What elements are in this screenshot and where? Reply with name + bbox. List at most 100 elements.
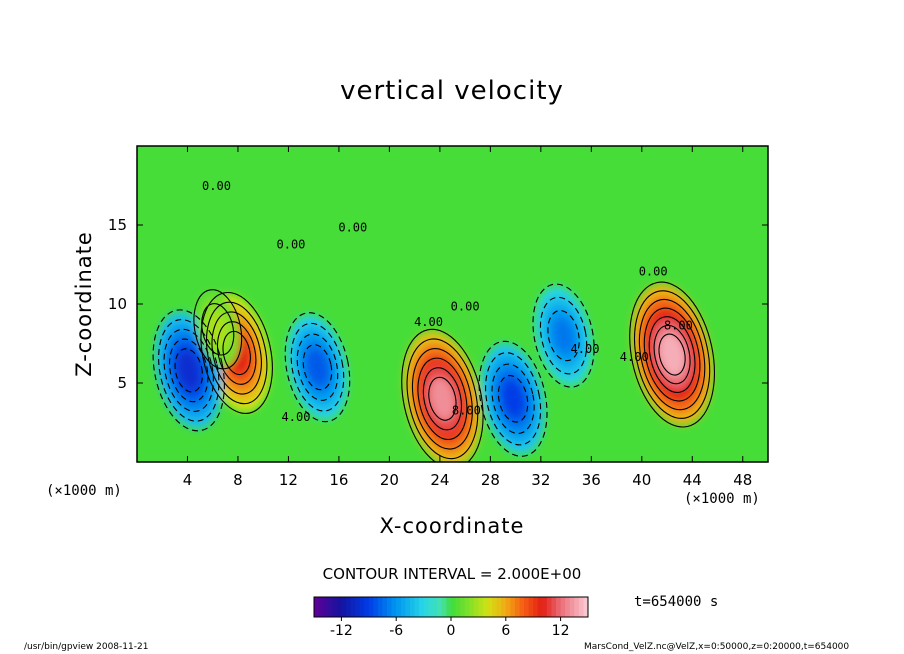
contour-line xyxy=(422,367,462,431)
x-tick-label: 16 xyxy=(329,471,348,489)
contour-line xyxy=(206,301,268,405)
field-feature-6 xyxy=(534,286,593,386)
x-tick-label: 12 xyxy=(279,471,298,489)
contour-label: 4.00 xyxy=(282,410,311,424)
contour-line xyxy=(497,374,529,423)
colorbar-segment xyxy=(482,597,489,617)
colorbar-segment xyxy=(478,597,484,617)
colorbar-segment xyxy=(432,597,438,617)
contour-line xyxy=(478,340,548,457)
contour-line xyxy=(193,289,243,370)
x-tick-label: 32 xyxy=(531,471,550,489)
field-feature-1 xyxy=(403,331,482,462)
colorbar-tick-label: 12 xyxy=(552,623,570,639)
colorbar-segment xyxy=(528,597,534,617)
x-tick-label: 20 xyxy=(380,471,399,489)
colorbar-segment xyxy=(350,597,356,617)
contour-line xyxy=(532,283,595,388)
colorbar-segment xyxy=(332,597,338,617)
colorbar-segment xyxy=(501,597,507,617)
contour-label: 0.00 xyxy=(338,220,367,234)
x-tick-label: 44 xyxy=(683,471,702,489)
colorbar-segment xyxy=(341,597,347,617)
contour-line xyxy=(158,319,220,422)
colorbar-segment xyxy=(373,597,379,617)
contour-line xyxy=(629,281,716,428)
colorbar-segment xyxy=(469,597,475,617)
colorbar-segment xyxy=(464,597,470,617)
colorbar-segment xyxy=(519,597,525,617)
colorbar-segment xyxy=(423,597,429,617)
colorbar-tick-label: -12 xyxy=(330,623,353,639)
colorbar-segment xyxy=(377,597,383,617)
y-axis: 5 10 15 xyxy=(108,216,768,392)
contour-line xyxy=(200,291,273,415)
contour-line xyxy=(658,333,686,376)
contour-line xyxy=(653,324,691,385)
colorbar-segment xyxy=(409,597,415,617)
colorbar-segment xyxy=(359,597,365,617)
colorbar-segment xyxy=(473,597,479,617)
colorbar-segment xyxy=(514,597,520,617)
colorbar-tick-label: -6 xyxy=(389,623,403,639)
contour-line xyxy=(296,333,339,401)
colorbar-segment xyxy=(455,597,461,617)
contour-line xyxy=(539,296,588,375)
colorbar-segment xyxy=(355,597,361,617)
colorbar-segment xyxy=(578,597,584,617)
contour-line xyxy=(290,322,345,412)
colorbar-tick-label: 0 xyxy=(447,623,456,639)
colorbar-segment xyxy=(569,597,575,617)
contour-lines xyxy=(152,281,716,462)
colorbar-segment xyxy=(428,597,434,617)
contour-line xyxy=(211,311,262,395)
x-axis-label: X-coordinate xyxy=(379,514,525,538)
contour-line xyxy=(169,338,209,403)
contour-line xyxy=(216,321,257,385)
contour-line xyxy=(222,330,251,376)
contour-label: 0.00 xyxy=(202,179,231,193)
contour-interval-label: CONTOUR INTERVAL = 2.000E+00 xyxy=(322,565,582,583)
contour-line xyxy=(201,303,235,356)
contour-line xyxy=(417,357,468,441)
contour-label: 0.00 xyxy=(277,238,306,252)
contour-label: 4.00 xyxy=(620,350,649,364)
colorbar-segment xyxy=(505,597,511,617)
contour-labels: 0.00 0.00 0.00 0.00 0.00 4.00 4.00 4.00 4.00 8.00… xyxy=(202,179,693,424)
colorbar-segment xyxy=(524,597,530,617)
contour-line xyxy=(401,328,484,462)
colorbar-segment xyxy=(368,597,374,617)
x-tick-label: 8 xyxy=(233,471,243,489)
y-axis-label: Z-coordinate xyxy=(72,231,96,377)
y-tick-label: 15 xyxy=(108,216,127,234)
contour-line xyxy=(648,316,696,393)
contour-line xyxy=(406,338,479,460)
colorbar-segment xyxy=(405,597,411,617)
colorbar-segment xyxy=(537,597,543,617)
colorbar-segment xyxy=(487,597,493,617)
x-tick-label: 48 xyxy=(733,471,752,489)
colorbar-segment xyxy=(382,597,388,617)
colorbar-segment xyxy=(533,597,539,617)
colorbar-segment xyxy=(437,597,443,617)
colorbar-segment xyxy=(391,597,397,617)
colorbar-segment xyxy=(560,597,566,617)
colorbar-segment xyxy=(565,597,571,617)
x-axis: 4 8 12 16 20 24 28 32 36 40 44 48 xyxy=(183,146,752,489)
colorbar-tick-label: 6 xyxy=(501,623,510,639)
x-unit-label-left: (×1000 m) xyxy=(46,483,122,499)
x-tick-label: 36 xyxy=(582,471,601,489)
colorbar-segment xyxy=(387,597,393,617)
x-unit-label-right: (×1000 m) xyxy=(684,491,760,507)
colorbar-segment xyxy=(546,597,552,617)
colorbar-segment xyxy=(336,597,342,617)
colorbar-segment xyxy=(510,597,516,617)
contour-label: 4.00 xyxy=(571,342,600,356)
contour-line xyxy=(638,298,706,411)
colorbar-segment xyxy=(400,597,406,617)
colorbar-segment xyxy=(446,597,452,617)
contour-line xyxy=(491,363,535,435)
colorbar-segment xyxy=(492,597,498,617)
contour-line xyxy=(485,352,542,446)
